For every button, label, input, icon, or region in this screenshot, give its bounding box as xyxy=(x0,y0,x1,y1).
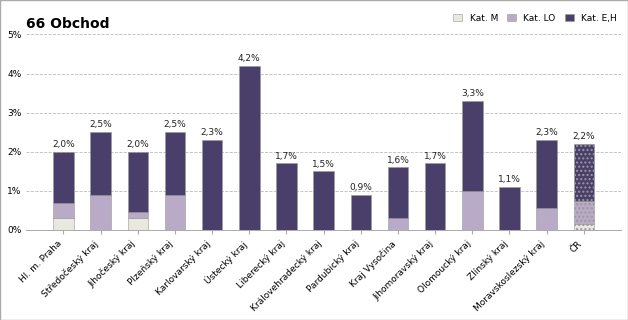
Bar xyxy=(387,218,408,230)
Bar xyxy=(276,164,296,230)
Text: 66 Obchod: 66 Obchod xyxy=(26,17,110,30)
Text: 2,3%: 2,3% xyxy=(201,128,224,137)
Text: 2,5%: 2,5% xyxy=(89,120,112,129)
Bar xyxy=(202,140,222,230)
Text: 1,7%: 1,7% xyxy=(275,152,298,161)
Text: 1,1%: 1,1% xyxy=(498,175,521,184)
Bar xyxy=(499,187,520,230)
Bar xyxy=(462,191,482,230)
Text: 1,5%: 1,5% xyxy=(312,159,335,169)
Text: 1,7%: 1,7% xyxy=(424,152,447,161)
Bar xyxy=(127,218,148,230)
Legend: Kat. M, Kat. LO, Kat. E,H: Kat. M, Kat. LO, Kat. E,H xyxy=(453,13,617,23)
Text: 2,0%: 2,0% xyxy=(52,140,75,149)
Text: 3,3%: 3,3% xyxy=(461,89,484,98)
Bar xyxy=(53,203,73,218)
Bar xyxy=(462,101,482,191)
Bar xyxy=(165,132,185,195)
Bar xyxy=(127,212,148,218)
Bar xyxy=(90,195,111,230)
Bar xyxy=(127,152,148,212)
Text: 2,2%: 2,2% xyxy=(573,132,595,141)
Text: 0,9%: 0,9% xyxy=(349,183,372,192)
Bar xyxy=(387,167,408,218)
Bar xyxy=(313,171,334,230)
Bar xyxy=(350,195,371,230)
Bar xyxy=(165,195,185,230)
Bar xyxy=(536,208,557,230)
Bar xyxy=(90,132,111,195)
Bar xyxy=(573,224,594,230)
Text: 2,3%: 2,3% xyxy=(535,128,558,137)
Bar xyxy=(425,164,445,230)
Text: 2,5%: 2,5% xyxy=(163,120,187,129)
Bar xyxy=(53,218,73,230)
Bar xyxy=(53,152,73,203)
Bar xyxy=(573,201,594,224)
Bar xyxy=(239,66,259,230)
Text: 2,0%: 2,0% xyxy=(126,140,149,149)
Bar xyxy=(573,144,594,201)
Text: 4,2%: 4,2% xyxy=(238,54,261,63)
Bar xyxy=(536,140,557,208)
Text: 1,6%: 1,6% xyxy=(386,156,409,164)
